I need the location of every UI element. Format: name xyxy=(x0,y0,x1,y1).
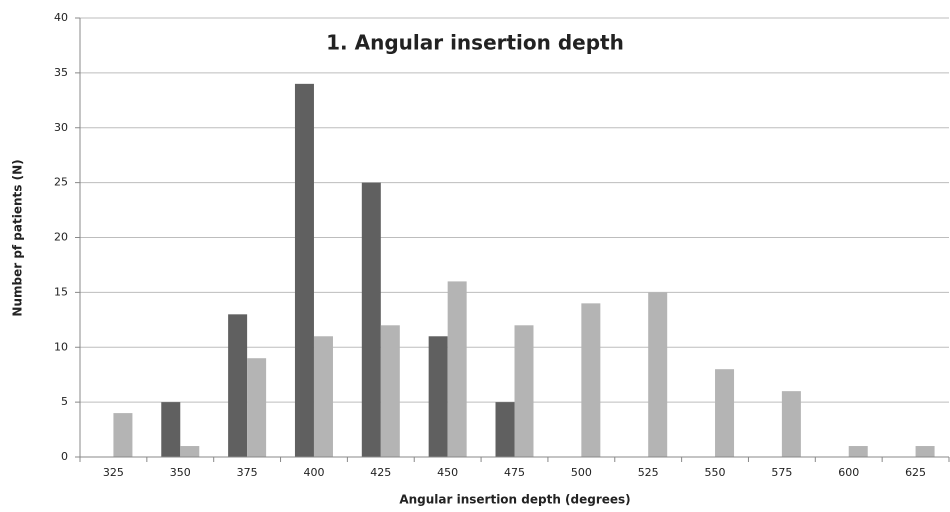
bar xyxy=(361,182,381,457)
bar xyxy=(294,83,314,457)
bar xyxy=(848,446,868,457)
x-tick-label: 350 xyxy=(170,466,191,479)
y-tick-label: 5 xyxy=(61,395,68,408)
x-tick-label: 400 xyxy=(303,466,324,479)
x-tick-label: 425 xyxy=(370,466,391,479)
bar xyxy=(715,369,735,457)
bar xyxy=(380,325,400,457)
x-tick-label: 475 xyxy=(504,466,525,479)
x-tick-label: 500 xyxy=(571,466,592,479)
bar xyxy=(161,402,181,457)
x-tick-label: 550 xyxy=(705,466,726,479)
x-tick-label: 600 xyxy=(838,466,859,479)
x-tick-label: 375 xyxy=(237,466,258,479)
bar xyxy=(495,402,515,457)
x-tick-label: 575 xyxy=(771,466,792,479)
bar xyxy=(228,314,248,457)
y-tick-label: 35 xyxy=(54,66,68,79)
y-tick-label: 20 xyxy=(54,231,68,244)
y-tick-label: 30 xyxy=(54,121,68,134)
x-tick-label: 325 xyxy=(103,466,124,479)
x-tick-label: 525 xyxy=(638,466,659,479)
bar xyxy=(247,358,267,457)
bar xyxy=(113,413,133,457)
y-tick-label: 10 xyxy=(54,340,68,353)
bar xyxy=(648,292,668,457)
y-tick-label: 15 xyxy=(54,285,68,298)
y-tick-label: 25 xyxy=(54,176,68,189)
x-tick-label: 450 xyxy=(437,466,458,479)
y-axis-label: Number pf patients (N) xyxy=(11,159,25,316)
x-tick-label: 625 xyxy=(905,466,926,479)
bar xyxy=(180,446,200,457)
chart-title: 1. Angular insertion depth xyxy=(326,31,624,55)
y-tick-label: 40 xyxy=(54,11,68,24)
bar xyxy=(581,303,601,457)
bar xyxy=(428,336,448,457)
bar xyxy=(781,391,801,457)
x-axis-label: Angular insertion depth (degrees) xyxy=(399,493,630,507)
bar xyxy=(514,325,534,457)
bar xyxy=(313,336,333,457)
bar xyxy=(447,281,467,457)
y-tick-label: 0 xyxy=(61,450,68,463)
bar xyxy=(915,446,935,457)
